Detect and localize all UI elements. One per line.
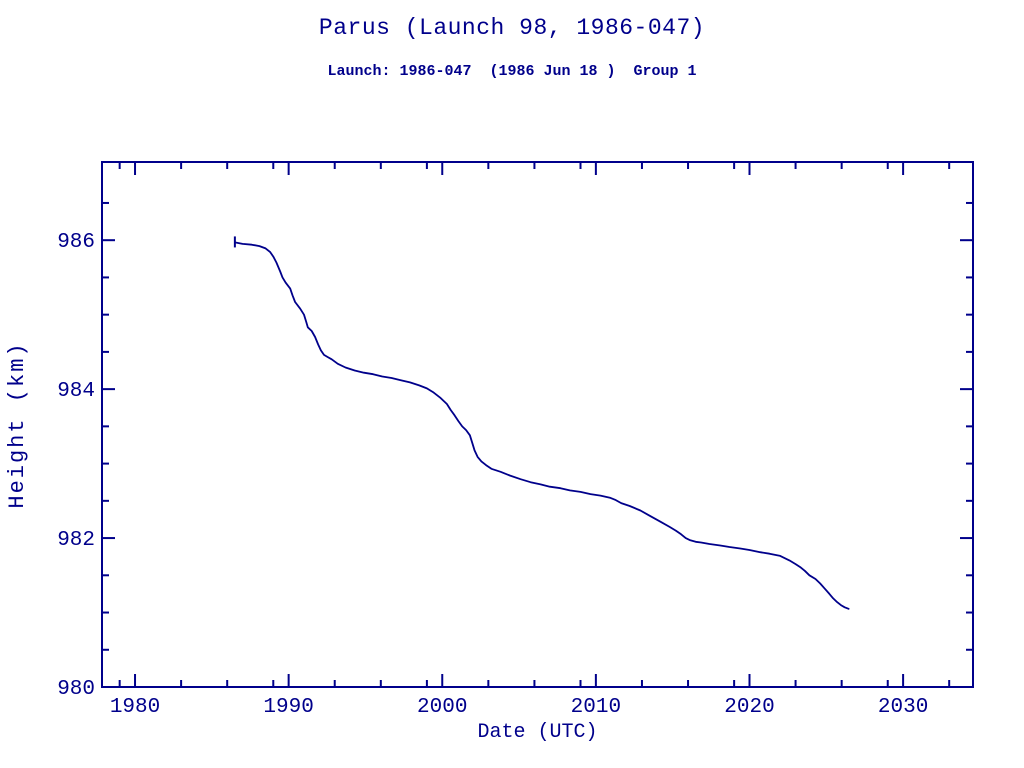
x-tick-label: 2010 <box>571 696 621 719</box>
x-tick-label: 2030 <box>878 696 928 719</box>
x-tick-label: 1990 <box>263 696 313 719</box>
y-tick-label: 982 <box>57 529 95 552</box>
chart-subtitle: Launch: 1986-047 (1986 Jun 18 ) Group 1 <box>327 63 697 80</box>
plot-border <box>101 161 974 688</box>
y-tick-label: 986 <box>57 231 95 254</box>
chart-title: Parus (Launch 98, 1986-047) <box>318 15 706 41</box>
x-tick-label: 1980 <box>110 696 160 719</box>
y-tick-label: 980 <box>57 678 95 701</box>
x-tick-label: 2020 <box>724 696 774 719</box>
x-axis-label: Date (UTC) <box>477 721 598 744</box>
height-series-line <box>233 241 850 610</box>
x-tick-label: 2000 <box>417 696 467 719</box>
y-tick-label: 984 <box>57 380 95 403</box>
